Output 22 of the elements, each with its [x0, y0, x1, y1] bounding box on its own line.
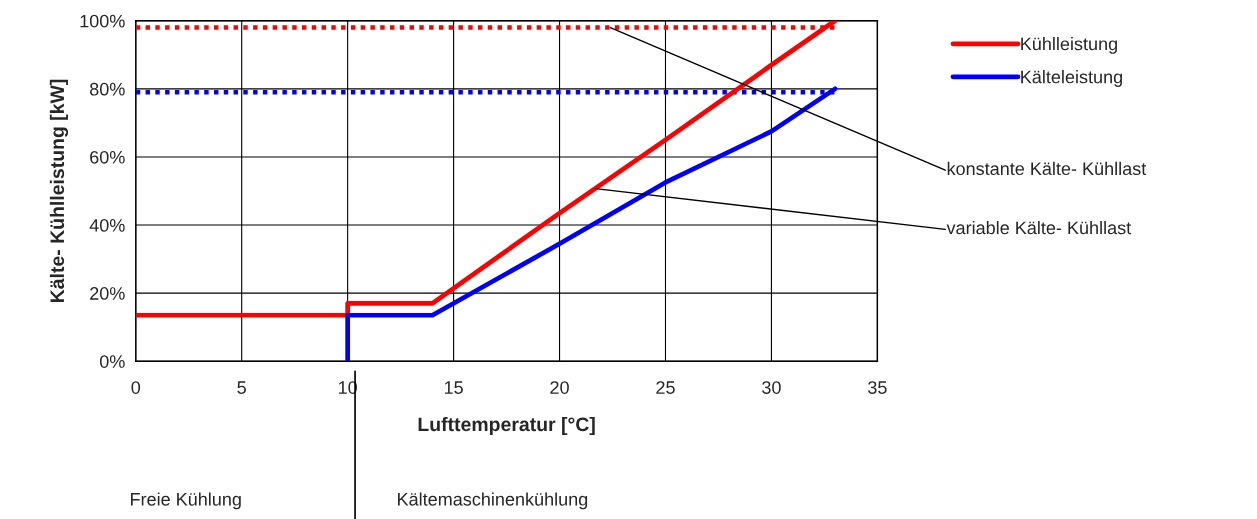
- x-tick-label: 30: [762, 381, 781, 394]
- y-tick-label: 60%: [90, 150, 125, 164]
- x-tick-label: 25: [656, 381, 675, 394]
- x-axis-title: Lufttemperatur [°C]: [418, 416, 595, 436]
- y-axis-title: Kälte- Kühlleistung [kW]: [49, 79, 69, 303]
- y-tick-label: 20%: [90, 287, 125, 300]
- annotation: variable Kälte- Kühllast: [946, 220, 1132, 235]
- x-tick-label: 35: [868, 381, 887, 394]
- y-tick-label: 80%: [89, 82, 125, 96]
- text: Kältemaschinenkühlung: [398, 492, 588, 510]
- legend-label: Kälteleistung: [1021, 70, 1122, 87]
- y-tick-label: 100%: [80, 14, 125, 28]
- annotation: konstante Kälte- Kühllast: [947, 161, 1147, 176]
- x-tick-label: 15: [444, 381, 463, 394]
- x-tick-label: 5: [237, 381, 246, 394]
- x-tick-label: 20: [550, 381, 569, 394]
- x-tick-label: 0: [131, 381, 141, 394]
- line-series: [135, 20, 838, 318]
- y-tick-label: 40%: [89, 218, 125, 232]
- y-tick-label: 0%: [99, 355, 125, 368]
- legend-label: Kühlleistung: [1021, 37, 1117, 54]
- text: Freie Kühlung: [131, 492, 241, 510]
